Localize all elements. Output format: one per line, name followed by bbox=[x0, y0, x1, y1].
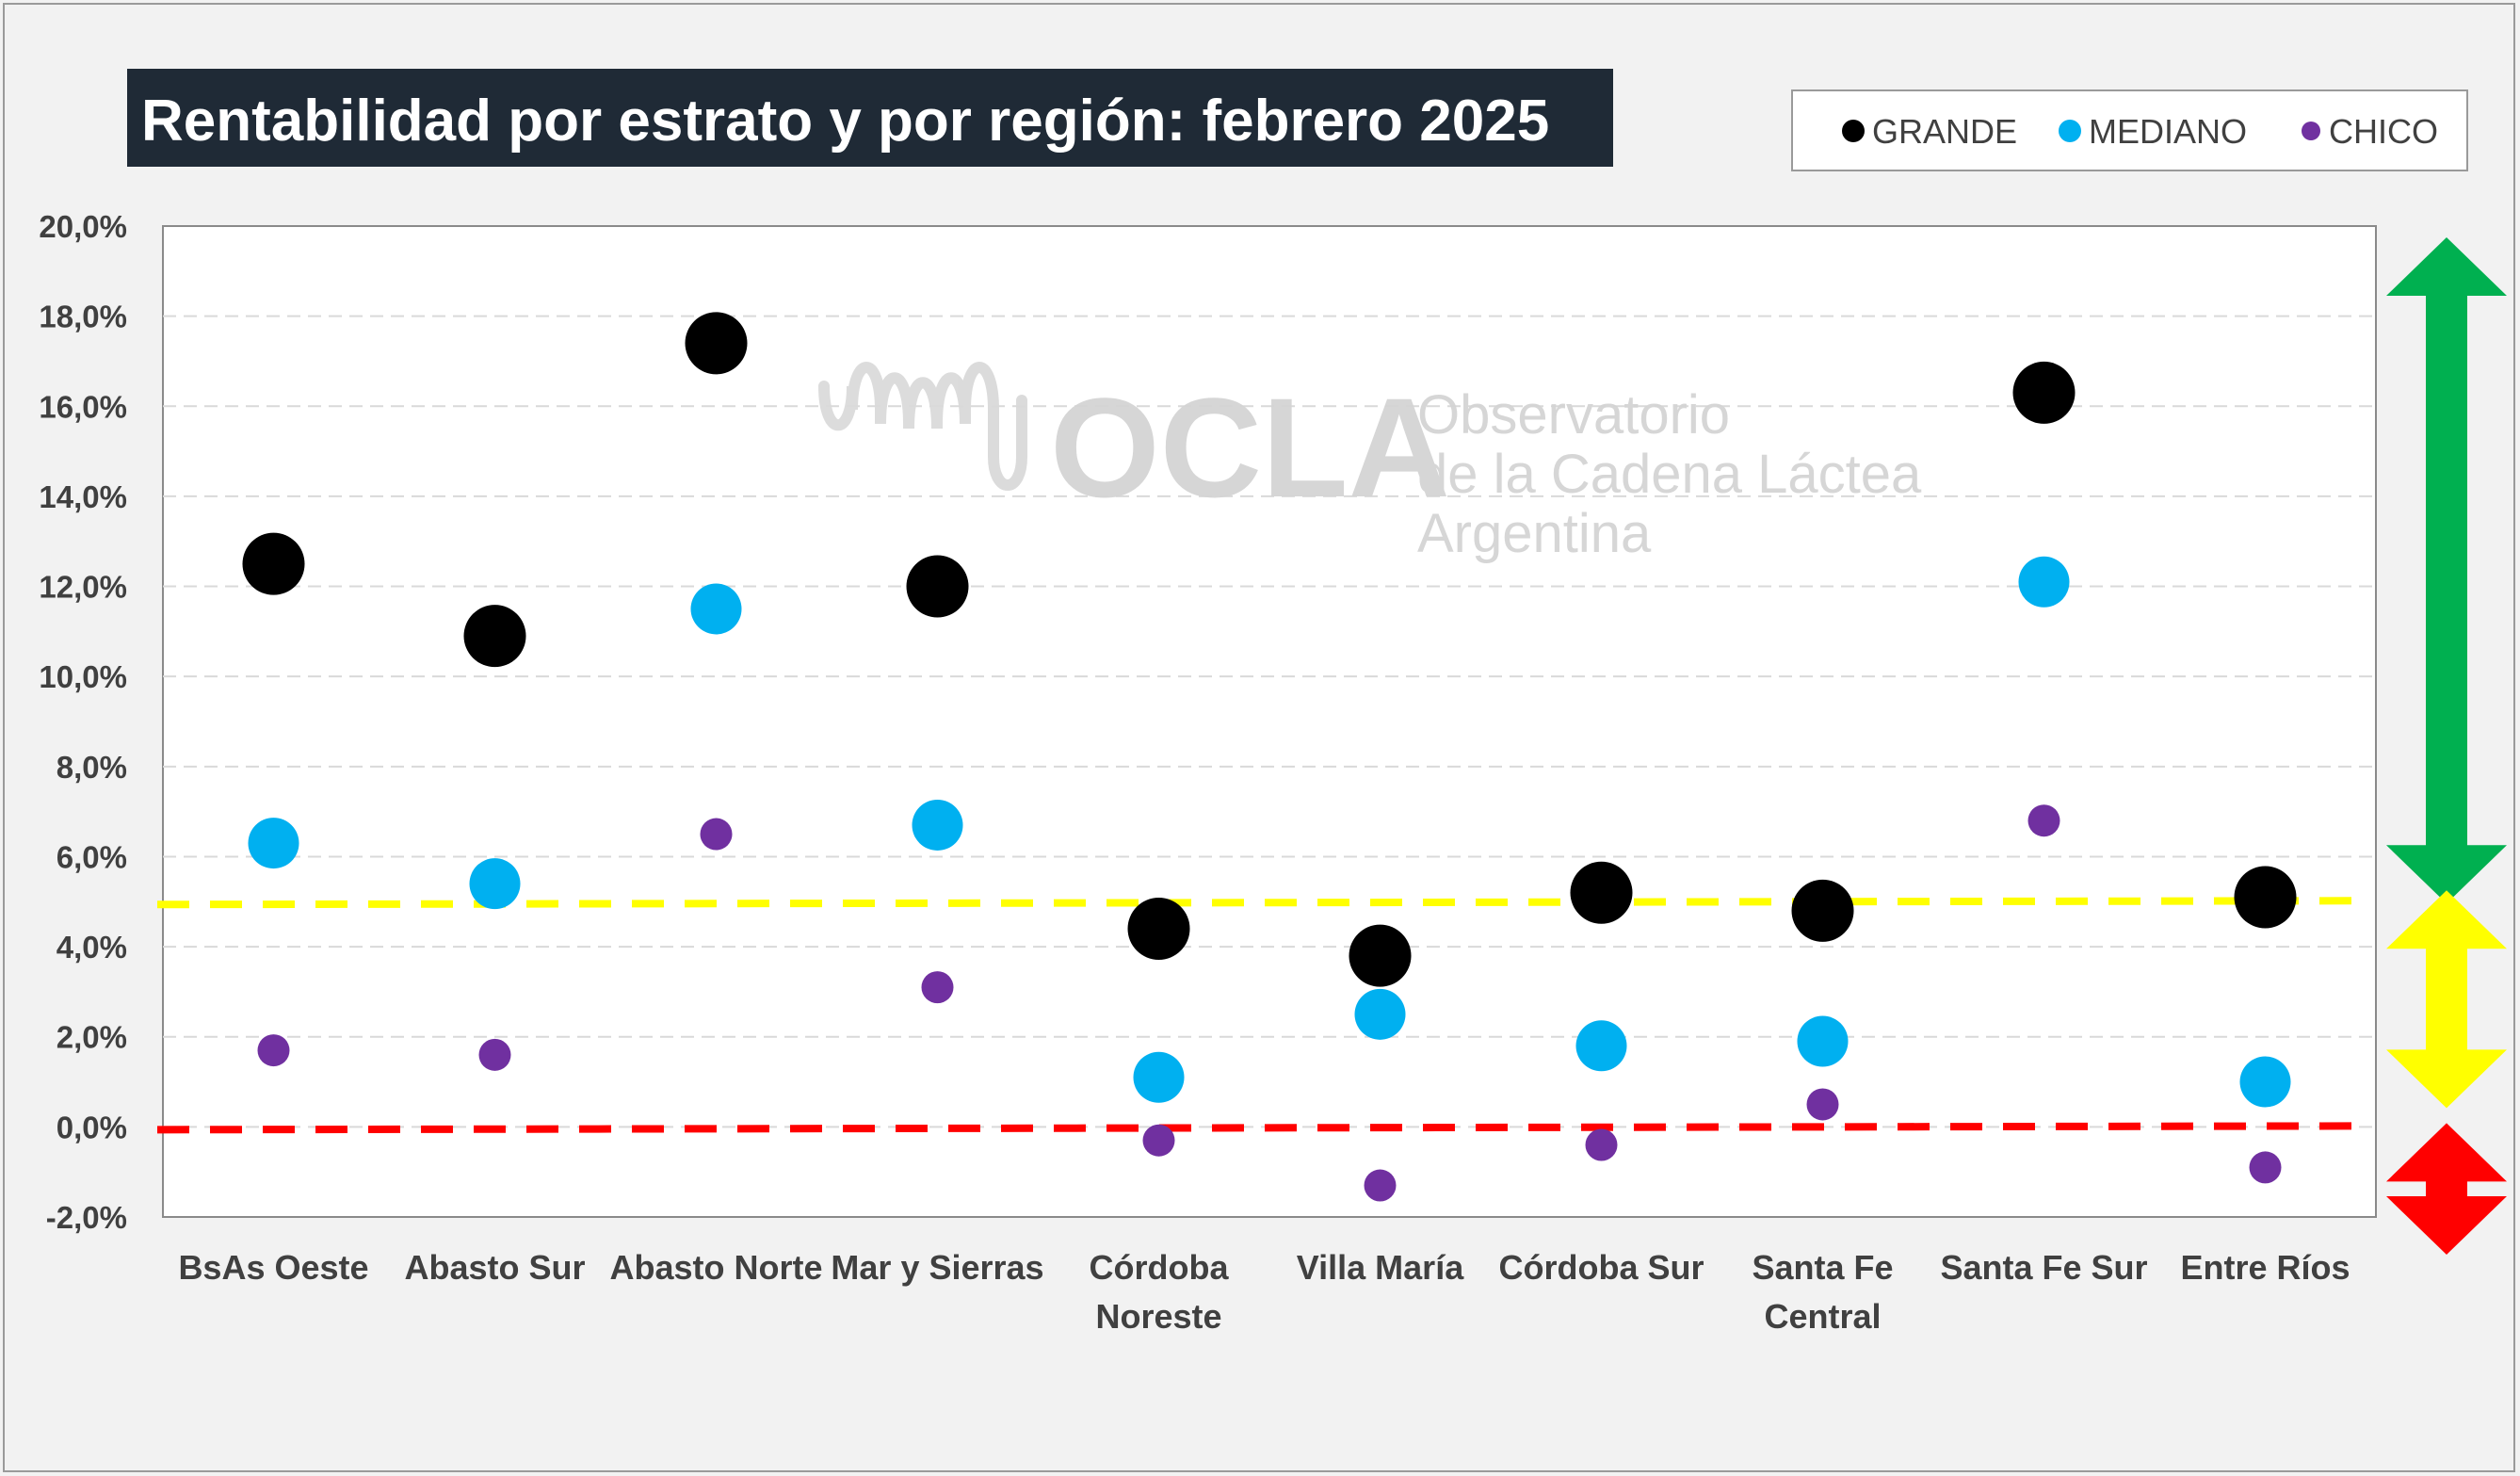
point-chico bbox=[700, 818, 733, 851]
point-mediano bbox=[2018, 556, 2070, 608]
point-chico bbox=[478, 1038, 511, 1071]
x-tick-label: Entre Ríos bbox=[2180, 1248, 2350, 1287]
x-tick-label: Villa María bbox=[1297, 1248, 1464, 1287]
watermark-line2: de la Cadena Láctea bbox=[1417, 444, 1922, 505]
y-tick-label: 14,0% bbox=[39, 479, 127, 514]
point-grande bbox=[1349, 924, 1412, 987]
point-grande bbox=[2234, 866, 2297, 929]
x-tick-label: Córdoba Sur bbox=[1498, 1248, 1704, 1287]
point-mediano bbox=[1133, 1051, 1185, 1103]
point-mediano bbox=[1797, 1015, 1849, 1067]
point-chico bbox=[2249, 1151, 2282, 1184]
y-tick-label: 12,0% bbox=[39, 570, 127, 605]
point-grande bbox=[463, 605, 526, 668]
legend-label-grande: GRANDE bbox=[1872, 112, 2017, 151]
legend: GRANDE MEDIANO CHICO bbox=[1791, 89, 2468, 171]
chart-frame: Rentabilidad por estrato y por región: f… bbox=[3, 3, 2515, 1472]
point-chico bbox=[1585, 1128, 1618, 1161]
point-grande bbox=[906, 555, 969, 618]
data-points bbox=[242, 312, 2297, 1202]
point-chico bbox=[1806, 1088, 1839, 1121]
plot-area bbox=[162, 225, 2377, 1218]
wave-logo-icon bbox=[818, 362, 1027, 491]
point-grande bbox=[1127, 897, 1190, 960]
legend-marker-mediano bbox=[2059, 120, 2081, 142]
legend-marker-chico bbox=[2302, 122, 2320, 140]
zone-arrows bbox=[2386, 237, 2507, 1255]
point-mediano bbox=[248, 818, 299, 869]
point-grande bbox=[2012, 361, 2076, 424]
point-mediano bbox=[2239, 1056, 2291, 1108]
y-tick-label: 20,0% bbox=[39, 209, 127, 244]
point-chico bbox=[1142, 1124, 1175, 1157]
point-mediano bbox=[1354, 988, 1406, 1040]
y-tick-label: 16,0% bbox=[39, 389, 127, 424]
point-mediano bbox=[469, 858, 521, 910]
point-mediano bbox=[690, 583, 742, 635]
x-tick-label: Abasto Sur bbox=[404, 1248, 585, 1287]
y-tick-label: 18,0% bbox=[39, 300, 127, 334]
ocla-watermark-logo: OCLA Observatorio de la Cadena Láctea Ar… bbox=[818, 362, 1922, 564]
legend-label-chico: CHICO bbox=[2329, 112, 2438, 151]
point-grande bbox=[1791, 879, 1854, 942]
x-tick-label: Córdoba Noreste bbox=[1090, 1248, 1230, 1336]
red-zone-arrow-icon bbox=[2386, 1123, 2507, 1255]
chart-title: Rentabilidad por estrato y por región: f… bbox=[141, 89, 1549, 154]
point-mediano bbox=[1575, 1020, 1627, 1072]
x-tick-label: Santa Fe Sur bbox=[1940, 1248, 2147, 1287]
legend-marker-grande bbox=[1842, 120, 1865, 142]
yellow-zone-arrow-icon bbox=[2386, 890, 2507, 1109]
green-zone-arrow-icon bbox=[2386, 237, 2507, 904]
y-tick-label: 4,0% bbox=[57, 930, 127, 965]
point-mediano bbox=[912, 799, 963, 851]
point-grande bbox=[242, 532, 305, 595]
x-tick-label: Santa Fe Central bbox=[1752, 1248, 1893, 1336]
title-banner: Rentabilidad por estrato y por región: f… bbox=[127, 69, 1613, 167]
point-chico bbox=[1364, 1169, 1397, 1202]
y-tick-label: 2,0% bbox=[57, 1020, 127, 1055]
y-tick-label: -2,0% bbox=[46, 1200, 127, 1235]
watermark-line1: Observatorio bbox=[1417, 384, 1730, 446]
watermark-logo-text: OCLA bbox=[1050, 368, 1450, 527]
chart: Rentabilidad por estrato y por región: f… bbox=[39, 69, 2507, 1336]
legend-label-mediano: MEDIANO bbox=[2089, 112, 2247, 151]
axes: -2,0% 0,0% 2,0% 4,0% 6,0% 8,0% 10,0% 12,0% 14,0%… bbox=[39, 209, 2350, 1336]
gridlines bbox=[163, 315, 2376, 1128]
point-grande bbox=[685, 312, 748, 375]
point-chico bbox=[257, 1034, 290, 1067]
x-tick-label: Abasto Norte bbox=[609, 1248, 822, 1287]
x-tick-label: BsAs Oeste bbox=[178, 1248, 368, 1287]
point-grande bbox=[1570, 861, 1633, 924]
y-tick-label: 0,0% bbox=[57, 1110, 127, 1144]
y-tick-label: 8,0% bbox=[57, 750, 127, 785]
point-chico bbox=[921, 971, 954, 1004]
y-tick-label: 6,0% bbox=[57, 839, 127, 874]
watermark-line3: Argentina bbox=[1417, 503, 1652, 564]
y-tick-label: 10,0% bbox=[39, 659, 127, 694]
point-chico bbox=[2027, 804, 2060, 837]
x-tick-label: Mar y Sierras bbox=[831, 1248, 1043, 1287]
